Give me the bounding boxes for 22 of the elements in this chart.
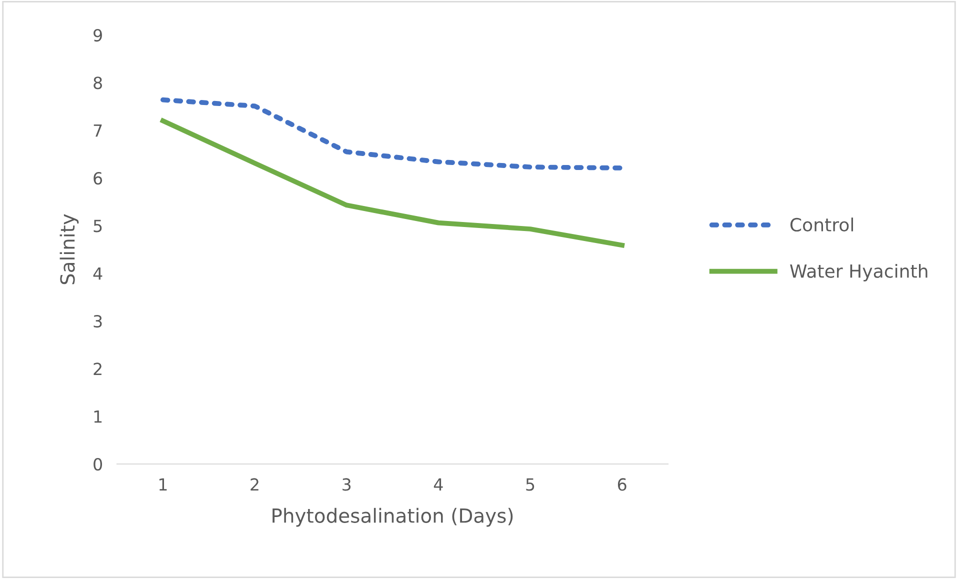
x-tick-label: 2	[250, 478, 258, 491]
line-series	[160, 97, 625, 170]
legend-label: Control	[790, 218, 854, 232]
x-axis-title: Phytodesalination (Days)	[272, 508, 513, 527]
y-tick-label: 7	[94, 124, 102, 137]
x-tick-label: 4	[434, 478, 443, 491]
x-tick-label: 5	[526, 478, 534, 491]
y-tick-label: 9	[94, 28, 102, 42]
y-tick-label: 2	[94, 362, 102, 375]
y-tick-label: 8	[94, 76, 102, 90]
y-tick-label: 4	[93, 268, 102, 280]
x-tick-label: 3	[342, 478, 351, 491]
y-tick-label: 6	[94, 172, 102, 185]
x-tick-label: 1	[159, 478, 167, 491]
x-tick-label: 6	[618, 478, 626, 491]
y-tick-label: 3	[94, 314, 102, 328]
y-tick-label: 1	[94, 410, 102, 423]
y-tick-label: 5	[94, 220, 102, 232]
y-axis-title: Salinity	[60, 214, 79, 284]
legend-label: Water Hyacinth	[790, 264, 928, 282]
line-series	[160, 118, 625, 248]
y-tick-label: 0	[94, 458, 102, 471]
